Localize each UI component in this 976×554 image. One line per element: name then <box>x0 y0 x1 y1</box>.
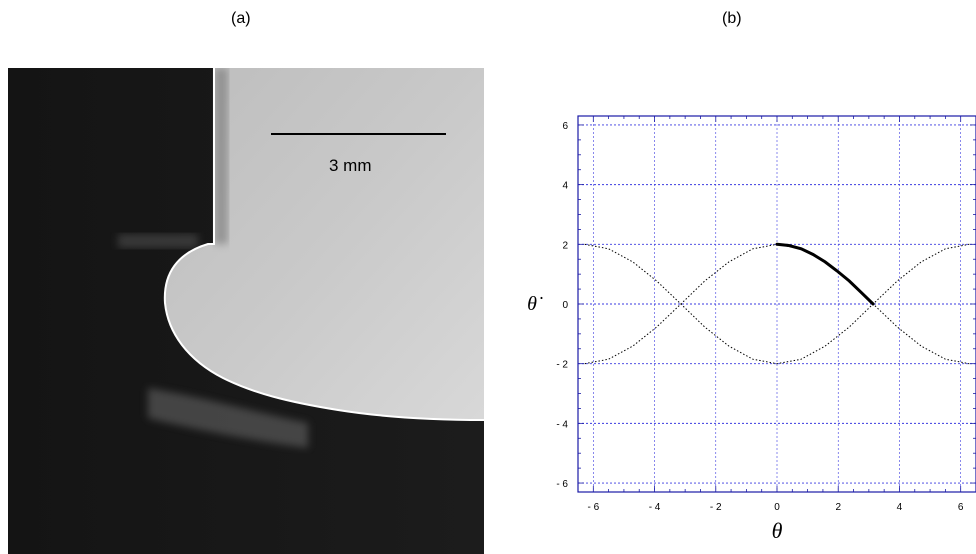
panel-label-a: (a) <box>231 10 251 27</box>
droplet-photograph <box>8 68 484 554</box>
phase-portrait-chart: - 6 - 4 - 2 0 2 4 6 - 6 - 4 - 2 0 2 4 6 θ θ̇ <box>527 115 976 543</box>
x-tick-label: 0 <box>774 502 780 513</box>
grid-lines <box>578 116 976 492</box>
series-line-2 <box>584 303 970 365</box>
x-tick-label: 4 <box>897 502 903 513</box>
axis-ticks <box>577 116 976 492</box>
y-tick-label: 0 <box>562 300 568 311</box>
y-tick-label: 2 <box>562 240 568 251</box>
tick-labels: - 6 - 4 - 2 0 2 4 6 - 6 - 4 - 2 0 2 4 6 <box>556 121 964 513</box>
series-line-3 <box>775 242 875 306</box>
curves <box>584 242 970 365</box>
y-tick-label: - 2 <box>556 360 568 371</box>
scale-bar-label: 3 mm <box>329 156 372 175</box>
x-tick-label: 6 <box>958 502 964 513</box>
panel-label-b: (b) <box>722 10 742 27</box>
y-tick-label: 4 <box>562 181 568 192</box>
y-tick-label: - 4 <box>556 419 568 430</box>
x-tick-label: - 2 <box>710 502 722 513</box>
x-tick-label: - 4 <box>649 502 661 513</box>
x-tick-label: - 6 <box>587 502 599 513</box>
x-tick-label: 2 <box>835 502 841 513</box>
y-tick-label: 6 <box>562 121 568 132</box>
y-tick-label: - 6 <box>556 479 568 490</box>
x-axis-label: θ <box>772 518 783 543</box>
y-axis-label: θ̇ <box>527 293 543 315</box>
